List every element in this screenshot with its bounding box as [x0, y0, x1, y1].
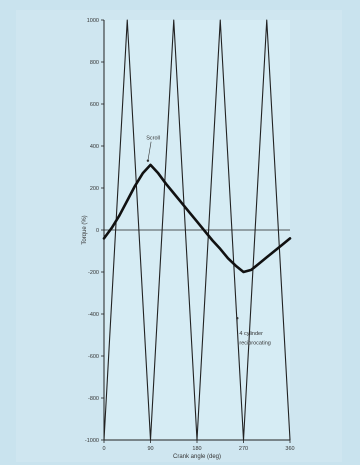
x-tick-label: 180	[192, 446, 201, 452]
y-tick-label: 0	[96, 228, 99, 234]
x-tick-label: 270	[239, 446, 248, 452]
annotation-label: 4 cylinder	[239, 331, 263, 337]
series-line-reciprocating	[103, 19, 291, 441]
x-tick-label: 0	[102, 446, 105, 452]
annotation-label: reciprocating	[239, 340, 271, 346]
y-tick-label: -800	[88, 396, 99, 402]
annotation-label: Scroll	[146, 136, 160, 142]
x-tick-label: 90	[147, 446, 153, 452]
x-axis-title: Crank angle (deg)	[173, 454, 221, 460]
y-tick-label: -1000	[85, 438, 99, 444]
y-tick-label: 600	[90, 102, 99, 108]
y-tick-label: 800	[90, 60, 99, 66]
y-tick-label: 400	[90, 144, 99, 150]
series-line-scroll	[102, 163, 292, 274]
y-tick-label: -600	[88, 354, 99, 360]
y-tick-label: -200	[88, 270, 99, 276]
annotation-leader	[147, 141, 152, 161]
annotation-pointer	[146, 159, 150, 162]
annotation-pointer	[236, 317, 239, 320]
x-tick-label: 360	[285, 446, 294, 452]
y-tick-label: -400	[88, 312, 99, 318]
y-axis-title: Torque (%)	[82, 215, 88, 244]
y-tick-label: 200	[90, 186, 99, 192]
y-tick-label: 1000	[87, 18, 99, 24]
